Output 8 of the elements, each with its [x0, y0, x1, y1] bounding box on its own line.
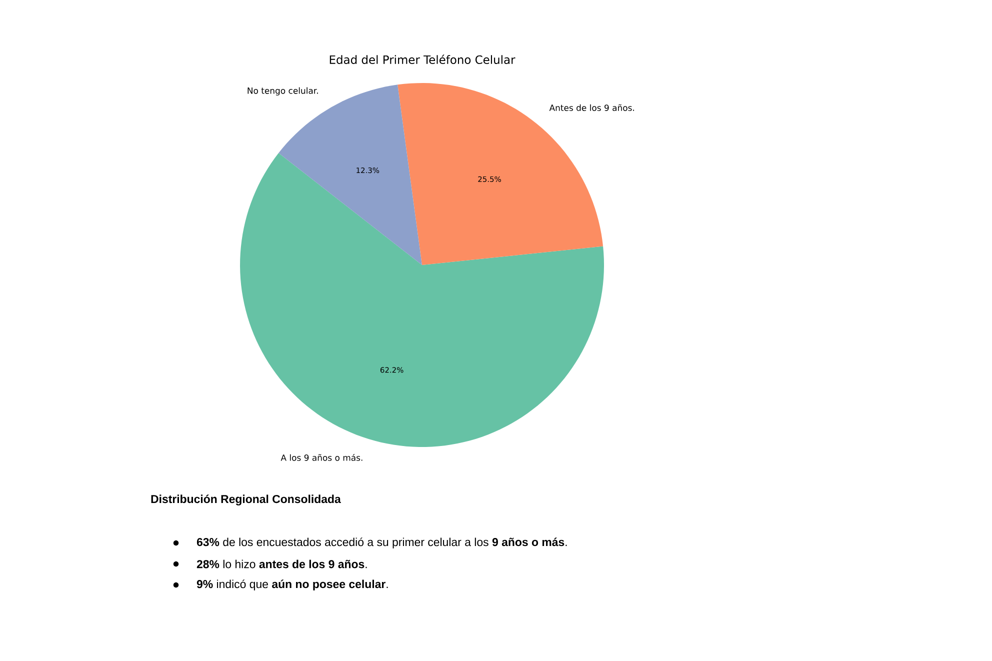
- text: 9% indicó que aún no posee celular.: [196, 580, 388, 590]
- chart-title: Edad del Primer Teléfono Celular: [330, 54, 516, 64]
- slice-label: No tengo celular.: [248, 87, 318, 96]
- slice-label: A los 9 años o más.: [280, 454, 362, 461]
- text: Distribución Regional Consolidada: [151, 494, 341, 506]
- text: 63% de los encuestados accedió a su primer celular a los 9 años o más.: [196, 538, 567, 548]
- text: 28% lo hizo antes de los 9 años.: [196, 560, 367, 568]
- slice-label: Antes de los 9 años.: [549, 104, 634, 111]
